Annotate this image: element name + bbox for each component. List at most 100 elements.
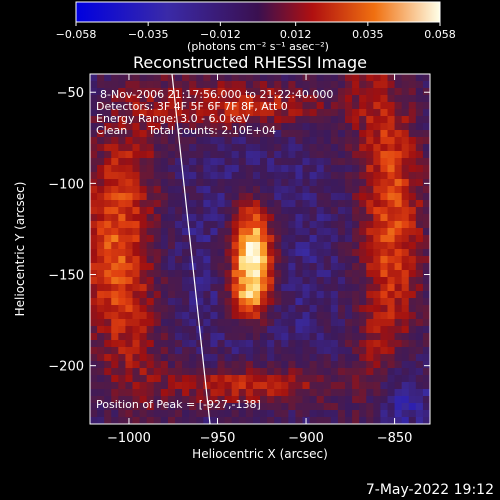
heatmap-cell bbox=[359, 361, 366, 368]
heatmap-cell bbox=[303, 263, 310, 270]
heatmap-cell bbox=[260, 298, 267, 305]
heatmap-cell bbox=[388, 151, 395, 158]
heatmap-cell bbox=[97, 375, 104, 382]
heatmap-cell bbox=[239, 179, 246, 186]
heatmap-cell bbox=[331, 368, 338, 375]
heatmap-cell bbox=[338, 137, 345, 144]
heatmap-cell bbox=[203, 326, 210, 333]
heatmap-cell bbox=[104, 298, 111, 305]
heatmap-cell bbox=[125, 354, 132, 361]
heatmap-cell bbox=[154, 361, 161, 368]
heatmap-cell bbox=[416, 368, 423, 375]
heatmap-cell bbox=[423, 242, 430, 249]
heatmap-cell bbox=[395, 347, 402, 354]
heatmap-cell bbox=[359, 221, 366, 228]
heatmap-cell bbox=[373, 137, 380, 144]
heatmap-cell bbox=[246, 200, 253, 207]
heatmap-cell bbox=[359, 228, 366, 235]
heatmap-cell bbox=[104, 137, 111, 144]
heatmap-cell bbox=[288, 291, 295, 298]
heatmap-cell bbox=[246, 347, 253, 354]
heatmap-cell bbox=[175, 298, 182, 305]
heatmap-cell bbox=[267, 347, 274, 354]
heatmap-cell bbox=[288, 130, 295, 137]
heatmap-cell bbox=[324, 375, 331, 382]
heatmap-cell bbox=[303, 102, 310, 109]
heatmap-cell bbox=[274, 200, 281, 207]
heatmap-cell bbox=[154, 368, 161, 375]
heatmap-cell bbox=[147, 312, 154, 319]
heatmap-cell bbox=[317, 333, 324, 340]
heatmap-cell bbox=[295, 249, 302, 256]
heatmap-cell bbox=[118, 249, 125, 256]
heatmap-cell bbox=[218, 347, 225, 354]
heatmap-cell bbox=[373, 256, 380, 263]
heatmap-cell bbox=[154, 410, 161, 417]
heatmap-cell bbox=[111, 277, 118, 284]
heatmap-cell bbox=[133, 319, 140, 326]
heatmap-cell bbox=[345, 123, 352, 130]
heatmap-cell bbox=[317, 144, 324, 151]
heatmap-cell bbox=[161, 214, 168, 221]
heatmap-cell bbox=[345, 284, 352, 291]
heatmap-cell bbox=[161, 74, 168, 81]
heatmap-cell bbox=[182, 291, 189, 298]
heatmap-cell bbox=[189, 410, 196, 417]
heatmap-cell bbox=[338, 207, 345, 214]
heatmap-cell bbox=[104, 284, 111, 291]
heatmap-cell bbox=[210, 277, 217, 284]
heatmap-cell bbox=[203, 242, 210, 249]
heatmap-cell bbox=[161, 277, 168, 284]
heatmap-cell bbox=[218, 242, 225, 249]
heatmap-cell bbox=[154, 74, 161, 81]
heatmap-cell bbox=[303, 389, 310, 396]
heatmap-cell bbox=[423, 382, 430, 389]
heatmap-cell bbox=[303, 242, 310, 249]
heatmap-cell bbox=[175, 333, 182, 340]
heatmap-cell bbox=[161, 186, 168, 193]
heatmap-cell bbox=[154, 305, 161, 312]
heatmap-cell bbox=[118, 284, 125, 291]
heatmap-cell bbox=[111, 326, 118, 333]
heatmap-cell bbox=[366, 389, 373, 396]
heatmap-cell bbox=[168, 347, 175, 354]
heatmap-cell bbox=[175, 382, 182, 389]
heatmap-cell bbox=[416, 214, 423, 221]
heatmap-cell bbox=[380, 312, 387, 319]
heatmap-cell bbox=[338, 340, 345, 347]
heatmap-cell bbox=[196, 158, 203, 165]
heatmap-cell bbox=[303, 277, 310, 284]
heatmap-cell bbox=[402, 312, 409, 319]
heatmap-cell bbox=[388, 88, 395, 95]
heatmap-cell bbox=[310, 312, 317, 319]
heatmap-cell bbox=[246, 389, 253, 396]
heatmap-cell bbox=[373, 74, 380, 81]
heatmap-cell bbox=[196, 179, 203, 186]
heatmap-cell bbox=[140, 417, 147, 424]
heatmap-cell bbox=[232, 354, 239, 361]
heatmap-cell bbox=[352, 417, 359, 424]
heatmap-cell bbox=[359, 74, 366, 81]
heatmap-cell bbox=[395, 81, 402, 88]
heatmap-cell bbox=[253, 298, 260, 305]
heatmap-cell bbox=[189, 228, 196, 235]
heatmap-cell bbox=[352, 291, 359, 298]
heatmap-cell bbox=[239, 347, 246, 354]
heatmap-cell bbox=[331, 200, 338, 207]
heatmap-cell bbox=[161, 389, 168, 396]
heatmap-cell bbox=[366, 81, 373, 88]
heatmap-cell bbox=[409, 305, 416, 312]
heatmap-cell bbox=[147, 277, 154, 284]
heatmap-cell bbox=[161, 151, 168, 158]
heatmap-cell bbox=[395, 249, 402, 256]
heatmap-cell bbox=[324, 368, 331, 375]
heatmap-cell bbox=[338, 403, 345, 410]
heatmap-cell bbox=[154, 375, 161, 382]
heatmap-cell bbox=[232, 291, 239, 298]
heatmap-cell bbox=[338, 333, 345, 340]
heatmap-cell bbox=[373, 375, 380, 382]
heatmap-cell bbox=[345, 340, 352, 347]
heatmap-cell bbox=[111, 270, 118, 277]
heatmap-cell bbox=[359, 172, 366, 179]
heatmap-cell bbox=[111, 158, 118, 165]
